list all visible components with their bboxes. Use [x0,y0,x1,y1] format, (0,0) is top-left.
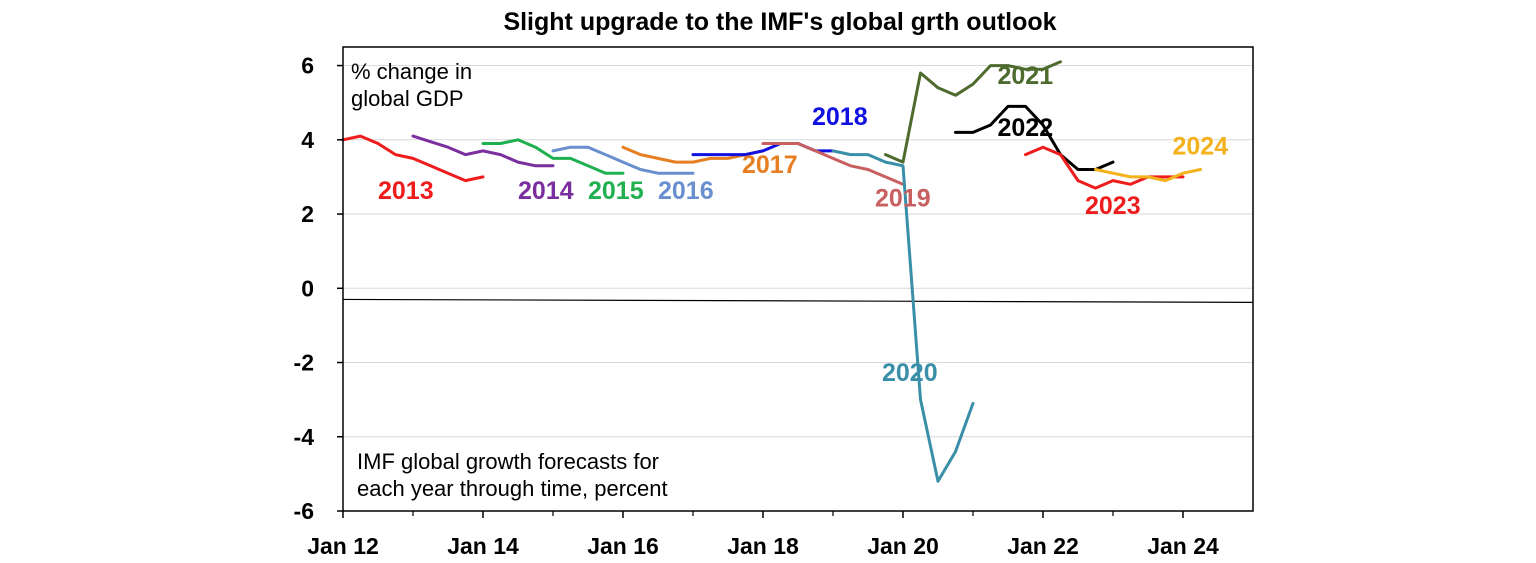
chart-annotation-line: each year through time, percent [357,476,668,501]
y-axis-title-line: global GDP [351,86,464,111]
chart-annotation-line: IMF global growth forecasts for [357,449,659,474]
series-label-2023: 2023 [1085,192,1141,220]
zero-line-layer [342,298,1254,303]
zero-line [342,298,1254,303]
x-tick-label: Jan 16 [587,533,659,559]
series-label-2024: 2024 [1173,133,1229,161]
series-label-2018: 2018 [812,103,868,131]
series-label-2021: 2021 [998,62,1054,90]
y-tick-label: 6 [301,53,314,79]
x-tick-label: Jan 22 [1007,533,1079,559]
series-label-2015: 2015 [588,177,644,205]
series-label-2022: 2022 [998,114,1054,142]
x-tick-label: Jan 24 [1147,533,1219,559]
y-axis-title-line: % change in [351,59,472,84]
x-tick-label: Jan 12 [307,533,379,559]
grid-layer [343,65,1253,512]
y-tick-label: -4 [294,424,315,450]
y-tick-label: 2 [301,201,314,227]
series-line-2020 [831,149,975,483]
y-tick-label: 4 [301,127,314,153]
y-tick-label: -6 [294,498,314,524]
series-label-layer: 2013 2014 2015 2016 2017 2018 2019 2020 2021 2022… [378,62,1228,387]
series-label-2017: 2017 [742,151,798,179]
series-line-2022 [954,104,1115,171]
series-layer [341,60,1202,483]
series-label-2019: 2019 [875,185,931,213]
x-tick-label: Jan 20 [867,533,939,559]
y-tick-label: 0 [301,275,314,301]
series-line-2013 [341,134,485,183]
series-line-2015 [481,138,625,175]
series-line-2024 [1094,168,1202,183]
series-label-2013: 2013 [378,177,434,205]
series-label-2020: 2020 [882,359,938,387]
plot-frame [342,46,1254,512]
axis-layer: 6 4 2 0 -2 -4 -6 Jan 12 Jan 14 Jan 16 Jan 18 Jan 20… [294,53,1219,559]
series-line-2023 [1024,145,1185,190]
x-tick-label: Jan 18 [727,533,799,559]
series-label-2016: 2016 [658,177,714,205]
series-line-2014 [411,134,555,168]
y-tick-label: -2 [294,350,314,376]
series-line-2016 [551,145,695,175]
x-tick-label: Jan 14 [447,533,519,559]
series-line-2019 [761,142,905,186]
series-label-2014: 2014 [518,177,574,205]
series-line-2021 [884,60,1062,164]
chart-title: Slight upgrade to the IMF's global grth … [503,8,1056,36]
